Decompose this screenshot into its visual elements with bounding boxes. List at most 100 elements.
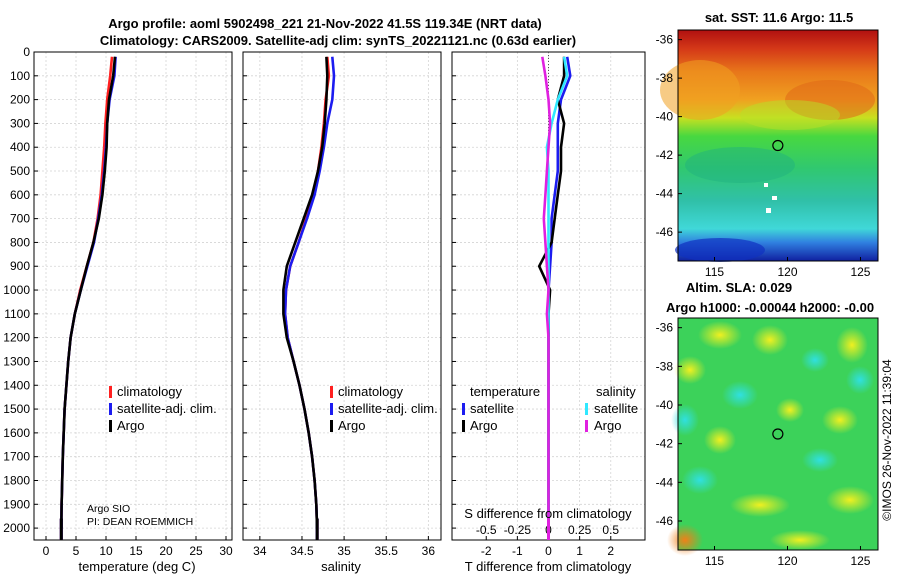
legend-label-t-argo: Argo — [470, 418, 497, 433]
map-y-tick-label: -42 — [656, 148, 674, 162]
legend-swatch-climatology — [109, 386, 112, 398]
series-line-argo — [282, 56, 329, 529]
x-tick-label: 35.5 — [375, 544, 399, 558]
y-tick-label: 600 — [10, 188, 30, 202]
x-tick-label: 35 — [337, 544, 351, 558]
pi-label: PI: DEAN ROEMMICH — [87, 516, 193, 528]
x-tick-label: 5 — [73, 544, 80, 558]
y-tick-label: 1400 — [3, 378, 30, 392]
y-tick-label: 1500 — [3, 402, 30, 416]
axes-frame — [33, 51, 233, 541]
x-tick-label: 0 — [43, 544, 50, 558]
y-tick-label: 400 — [10, 140, 30, 154]
temperature-legend: climatology satellite-adj. clim. Argo — [109, 384, 217, 433]
series-line-satellite-adj-clim- — [283, 56, 336, 529]
salinity-panel: 34 34.5 35 35.5 36 — [242, 51, 442, 558]
y-tick-label: 1900 — [3, 497, 30, 511]
figure-title-line2: Climatology: CARS2009. Satellite-adj cli… — [100, 33, 576, 48]
sla-axes: 115 120 125 -36 -38 -40 -42 -44 -46 — [656, 317, 879, 568]
map-y-tick-label: -44 — [656, 475, 674, 489]
x-tick-label: 34 — [253, 544, 267, 558]
x-tick2-label: 0.5 — [602, 523, 619, 537]
legend-swatch-satellite — [109, 403, 112, 415]
y-tick-label: 100 — [10, 69, 30, 83]
y-tick-label: 800 — [10, 235, 30, 249]
map-y-tick-label: -40 — [656, 398, 674, 412]
x-tick-label: 1 — [576, 544, 583, 558]
legend-swatch-argo — [109, 420, 112, 432]
salinity-legend: climatology satellite-adj. clim. Argo — [330, 384, 438, 433]
y-tick-label: 0 — [23, 45, 30, 59]
map-x-tick-label: 120 — [777, 554, 797, 568]
copyright-stamp: ©IMOS 26-Nov-2022 11:39:04 — [880, 359, 894, 521]
difference-legend: temperature salinity satellite Argo sate… — [462, 384, 638, 433]
map-x-tick-label: 120 — [777, 265, 797, 279]
x-tick-label: 25 — [189, 544, 203, 558]
x-tick2-label: -0.25 — [504, 523, 532, 537]
map-y-tick-label: -40 — [656, 110, 674, 124]
sla-title: Altim. SLA: 0.029 — [686, 280, 792, 295]
x-tick-label: 36 — [422, 544, 436, 558]
y-tick-label: 500 — [10, 164, 30, 178]
x-tick-label: -1 — [512, 544, 523, 558]
series-line-argo — [541, 56, 552, 529]
y-tick-label: 1300 — [3, 354, 30, 368]
sst-title: sat. SST: 11.6 Argo: 11.5 — [705, 10, 853, 25]
legend-label-satellite: satellite-adj. clim. — [338, 401, 438, 416]
map-frame — [677, 29, 879, 262]
legend-swatch-argo — [330, 420, 333, 432]
x-tick-label: 2 — [607, 544, 614, 558]
x-tick-label: 10 — [99, 544, 113, 558]
argo-position-marker — [772, 428, 784, 440]
y-tick-label: 300 — [10, 116, 30, 130]
y-tick-label: 1800 — [3, 473, 30, 487]
map-y-tick-label: -38 — [656, 359, 674, 373]
x-tick-label: 34.5 — [290, 544, 314, 558]
legend-label-s-satellite: satellite — [594, 401, 638, 416]
legend-swatch-climatology — [330, 386, 333, 398]
map-y-tick-label: -44 — [656, 187, 674, 201]
map-x-tick-label: 125 — [850, 265, 870, 279]
figure-title-line1: Argo profile: aoml 5902498_221 21-Nov-20… — [108, 16, 542, 31]
series-line-climatology — [283, 56, 331, 529]
y-tick-label: 1600 — [3, 426, 30, 440]
y-tick-label: 1100 — [4, 307, 30, 321]
map-y-tick-label: -46 — [656, 225, 674, 239]
series-line-climatology — [60, 56, 114, 529]
legend-label-climatology: climatology — [338, 384, 404, 399]
legend-label-argo: Argo — [338, 418, 365, 433]
map-y-tick-label: -42 — [656, 437, 674, 451]
sla-map — [667, 318, 878, 556]
map-x-tick-label: 115 — [705, 554, 724, 568]
salinity-xlabel: salinity — [321, 559, 361, 574]
sla-subtitle: Argo h1000: -0.00044 h2000: -0.00 — [666, 300, 874, 315]
float-label: Argo SIO — [87, 503, 130, 515]
temperature-panel: 0 5 10 15 20 25 300100200300400500600700800900… — [3, 45, 233, 558]
legend-title-salinity: salinity — [596, 384, 636, 399]
legend-label-t-satellite: satellite — [470, 401, 514, 416]
y-tick-label: 2000 — [3, 521, 30, 535]
axes-frame — [242, 51, 442, 541]
map-frame — [677, 317, 879, 551]
x-tick-label: 0 — [545, 544, 552, 558]
x-tick-label: -2 — [481, 544, 492, 558]
map-y-tick-label: -38 — [656, 71, 674, 85]
grid — [243, 51, 441, 540]
y-tick-label: 700 — [10, 212, 30, 226]
legend-swatch-satellite — [330, 403, 333, 415]
map-y-tick-label: -46 — [656, 514, 674, 528]
y-tick-label: 1700 — [3, 450, 30, 464]
legend-swatch-s-argo — [585, 420, 588, 432]
map-x-tick-label: 125 — [850, 554, 870, 568]
legend-label-satellite: satellite-adj. clim. — [117, 401, 217, 416]
x-tick-label: 20 — [159, 544, 173, 558]
sst-axes: 115 120 125 -36 -38 -40 -42 -44 -46 — [656, 29, 879, 279]
legend-label-s-argo: Argo — [594, 418, 621, 433]
y-tick-label: 200 — [10, 93, 30, 107]
x-tick-label: 30 — [219, 544, 233, 558]
x-tick-label: 15 — [129, 544, 143, 558]
legend-swatch-s-satellite — [585, 403, 588, 415]
difference-xlabel: T difference from climatology — [465, 559, 632, 574]
